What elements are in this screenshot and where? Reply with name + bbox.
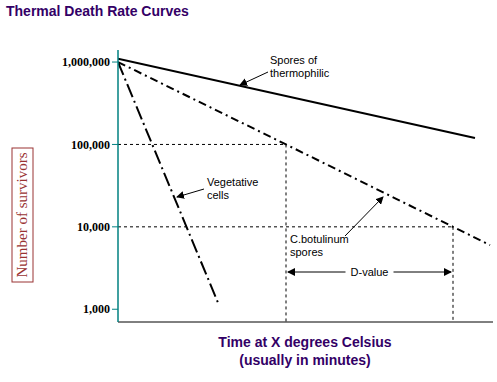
svg-text:Thermal Death Rate Curves: Thermal Death Rate Curves bbox=[8, 3, 189, 19]
svg-text:C.botulinum: C.botulinum bbox=[290, 233, 349, 245]
svg-text:thermophilic: thermophilic bbox=[270, 67, 330, 79]
svg-text:100,000: 100,000 bbox=[71, 138, 110, 152]
svg-text:Vegetative: Vegetative bbox=[207, 176, 258, 188]
svg-text:spores: spores bbox=[290, 246, 324, 258]
svg-text:10,000: 10,000 bbox=[77, 220, 110, 234]
svg-text:Time at X degrees Celsius: Time at X degrees Celsius bbox=[218, 334, 391, 350]
svg-text:1,000,000: 1,000,000 bbox=[62, 55, 110, 69]
svg-text:cells: cells bbox=[207, 189, 230, 201]
svg-text:1,000: 1,000 bbox=[83, 302, 110, 316]
svg-text:Spores of: Spores of bbox=[270, 54, 318, 66]
svg-text:(usually in minutes): (usually in minutes) bbox=[239, 352, 370, 368]
svg-text:Number of survivors: Number of survivors bbox=[14, 152, 30, 277]
svg-text:D-value: D-value bbox=[351, 266, 389, 278]
